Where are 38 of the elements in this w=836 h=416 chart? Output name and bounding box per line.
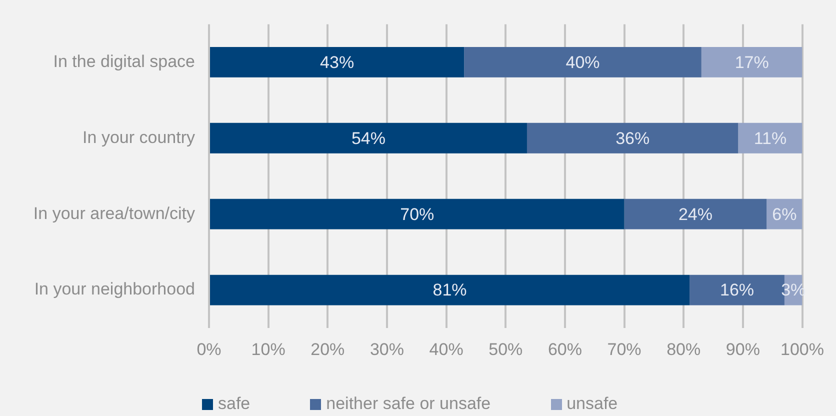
x-tick-label: 0% [196, 340, 222, 359]
data-label: 24% [678, 204, 712, 224]
y-tick-label: In your country [82, 128, 196, 147]
legend-label: safe [218, 394, 250, 414]
data-label: 17% [734, 52, 769, 72]
x-tick-label: 100% [780, 340, 824, 359]
bar [701, 46, 802, 78]
data-label: 43% [320, 52, 354, 72]
y-tick-label: In your neighborhood [34, 280, 195, 299]
bar [464, 46, 702, 78]
x-tick-label: 30% [370, 340, 404, 359]
x-tick-label: 20% [310, 340, 345, 359]
data-label: 6% [772, 204, 797, 224]
data-label: 54% [351, 128, 386, 148]
data-label: 36% [616, 128, 650, 148]
legend-label: neither safe or unsafe [326, 394, 491, 414]
data-label: 11% [754, 128, 787, 148]
data-label: 40% [566, 52, 600, 72]
x-tick-label: 10% [251, 340, 286, 359]
bar [526, 122, 738, 154]
bar [210, 46, 464, 78]
data-label: 70% [400, 204, 434, 224]
bar [738, 122, 802, 154]
x-tick-label: 40% [429, 340, 464, 359]
x-tick-label: 80% [666, 340, 701, 359]
x-tick-label: 90% [726, 340, 760, 359]
bar [210, 274, 690, 306]
data-label: 81% [432, 280, 467, 300]
bar [210, 198, 624, 230]
x-tick-label: 70% [607, 340, 642, 359]
x-tick-label: 50% [488, 340, 523, 359]
y-tick-label: In the digital space [53, 52, 195, 71]
x-tick-label: 60% [548, 340, 582, 359]
data-label: 16% [720, 280, 754, 300]
legend-label: unsafe [566, 394, 618, 414]
y-tick-label: In your area/town/city [33, 204, 196, 223]
bar [210, 122, 527, 154]
bar [624, 198, 767, 230]
